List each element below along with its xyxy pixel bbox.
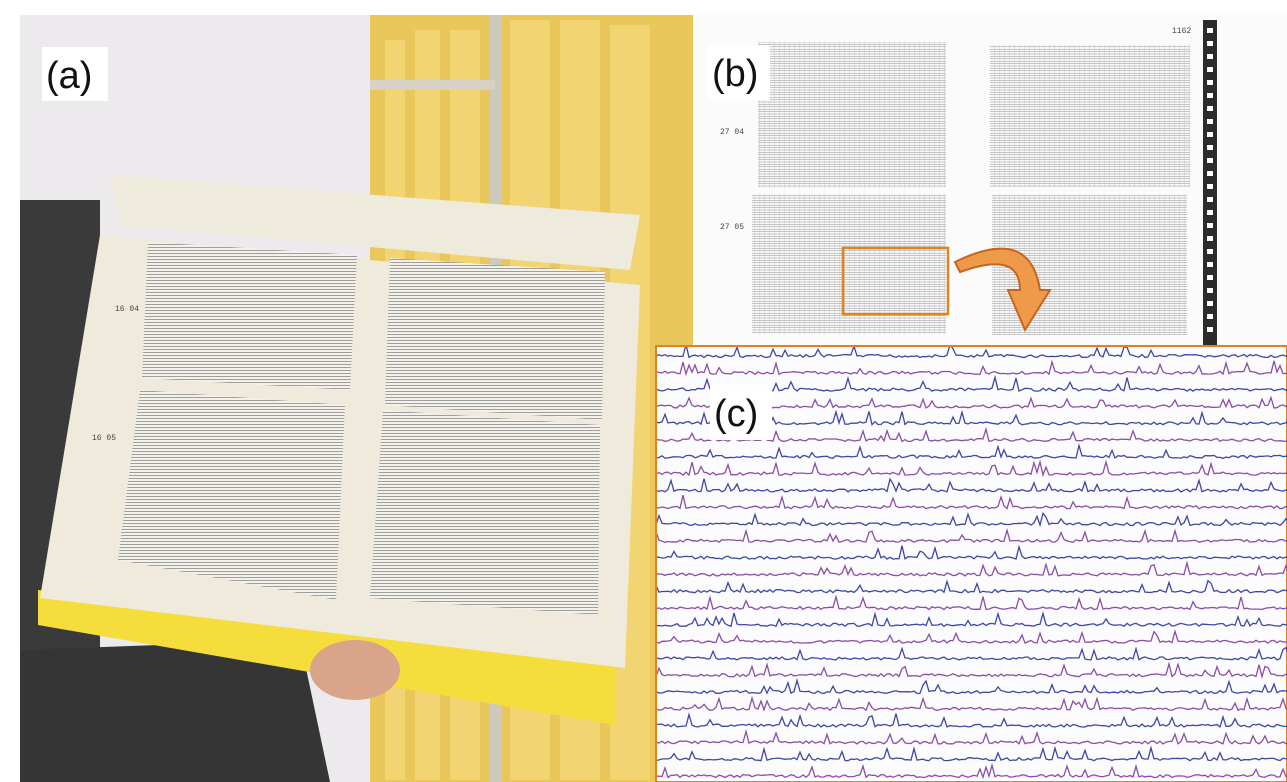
- sprocket-hole: [1207, 184, 1213, 189]
- sprocket-hole: [1207, 41, 1213, 46]
- sprocket-hole: [1207, 145, 1213, 150]
- sprocket-hole: [1207, 301, 1213, 306]
- sprocket-hole: [1207, 80, 1213, 85]
- panel-label: (c): [714, 393, 758, 435]
- sprocket-hole: [1207, 327, 1213, 332]
- sprocket-hole: [1207, 158, 1213, 163]
- sprocket-hole: [1207, 67, 1213, 72]
- panel-label: (b): [712, 53, 758, 95]
- panel-b: 27 04 27 05 1162 (b): [693, 15, 1287, 345]
- panel-a: 16 04 16 05 (a): [20, 15, 693, 782]
- sprocket-hole: [1207, 171, 1213, 176]
- row-label: 27 05: [720, 223, 744, 232]
- sprocket-hole: [1207, 119, 1213, 124]
- sprocket-hole: [1207, 236, 1213, 241]
- sprocket-hole: [1207, 314, 1213, 319]
- sprocket-hole: [1207, 197, 1213, 202]
- sprocket-hole: [1207, 132, 1213, 137]
- sprocket-hole: [1207, 106, 1213, 111]
- sprocket-hole: [1207, 223, 1213, 228]
- panel-label: (a): [46, 55, 92, 97]
- page-number: 1162: [1172, 27, 1191, 36]
- row-label: 16 04: [115, 305, 139, 314]
- sprocket-hole: [1207, 54, 1213, 59]
- sprocket-hole: [1207, 28, 1213, 33]
- row-label: 27 04: [720, 128, 744, 137]
- sprocket-hole: [1207, 210, 1213, 215]
- sprocket-hole: [1207, 249, 1213, 254]
- sprocket-hole: [1207, 288, 1213, 293]
- sprocket-hole: [1207, 262, 1213, 267]
- figure: 16 04 16 05 (a) 27 04 27 05 1162 (b) (c): [0, 0, 1287, 782]
- sprocket-hole: [1207, 93, 1213, 98]
- row-label: 16 05: [92, 434, 116, 443]
- panel-c: (c): [656, 344, 1287, 782]
- sprocket-hole: [1207, 275, 1213, 280]
